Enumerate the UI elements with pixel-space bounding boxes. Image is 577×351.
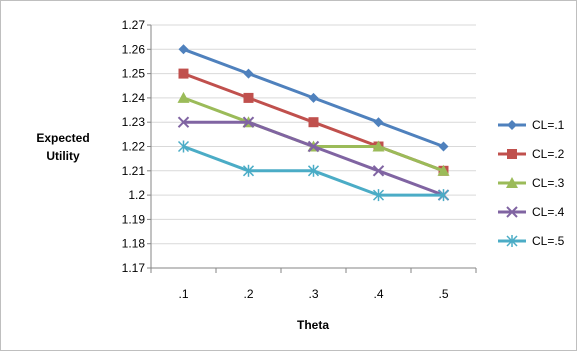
data-point: [243, 92, 254, 103]
data-point: [372, 189, 385, 202]
legend-label: CL=.2: [532, 147, 565, 161]
data-point: [437, 164, 450, 176]
data-point: [178, 68, 189, 79]
data-point: [438, 141, 449, 152]
series-group: [177, 44, 450, 202]
y-tick-label: 1.17: [122, 261, 146, 275]
x-tick-labels: .1 .2 .3 .4 .5: [178, 287, 448, 301]
legend-marker: [506, 177, 518, 188]
data-point: [307, 140, 320, 153]
data-point: [373, 117, 384, 128]
data-point: [307, 164, 320, 177]
legend-label: CL=.1: [532, 118, 565, 132]
legend-item: CL=.2: [498, 147, 565, 161]
legend-marker: [506, 206, 518, 218]
data-point: [177, 116, 190, 128]
legend: CL=.1 CL=.2 CL=.3 CL=.4 CL=.5: [498, 118, 565, 248]
legend-marker: [506, 235, 518, 247]
data-point: [177, 140, 190, 153]
data-point: [372, 165, 385, 177]
y-tick-label: 1.27: [122, 18, 146, 32]
series-5: [177, 140, 450, 202]
axes: [147, 24, 477, 273]
data-point: [308, 117, 319, 128]
x-tick-label: .5: [438, 287, 448, 301]
data-point: [177, 91, 190, 103]
y-tick-label: 1.21: [122, 164, 146, 178]
y-tick-label: 1.18: [122, 237, 146, 251]
y-axis-title-line-2: Utility: [46, 149, 80, 163]
x-tick-label: .1: [178, 287, 188, 301]
y-tick-label: 1.23: [122, 115, 146, 129]
y-tick-label: 1.19: [122, 212, 146, 226]
legend-marker: [507, 149, 517, 159]
data-point: [372, 140, 385, 152]
legend-item: CL=.1: [498, 118, 565, 132]
y-tick-label: 1.24: [122, 91, 146, 105]
x-tick-label: .3: [308, 287, 318, 301]
legend-item: CL=.4: [498, 205, 565, 219]
x-tick-label: .2: [243, 287, 253, 301]
legend-marker: [507, 120, 517, 130]
data-point: [437, 189, 450, 202]
y-tick-label: 1.26: [122, 42, 146, 56]
data-point: [243, 68, 254, 79]
legend-item: CL=.5: [498, 234, 565, 248]
x-axis-title: Theta: [297, 318, 329, 332]
data-point: [308, 92, 319, 103]
legend-label: CL=.3: [532, 176, 565, 190]
x-tick-label: .4: [373, 287, 383, 301]
y-tick-label: 1.22: [122, 140, 146, 154]
data-point: [178, 44, 189, 55]
y-axis-title-line-1: Expected: [36, 131, 89, 145]
data-point: [242, 116, 255, 128]
data-point: [242, 164, 255, 177]
y-tick-labels: 1.17 1.18 1.19 1.2 1.21 1.22 1.23 1.24 1.25 1.26 1…: [122, 18, 146, 275]
y-tick-label: 1.2: [128, 188, 145, 202]
legend-item: CL=.3: [498, 176, 565, 190]
y-tick-label: 1.25: [122, 67, 146, 81]
series-1: [178, 44, 449, 152]
legend-label: CL=.5: [532, 234, 565, 248]
legend-label: CL=.4: [532, 205, 565, 219]
